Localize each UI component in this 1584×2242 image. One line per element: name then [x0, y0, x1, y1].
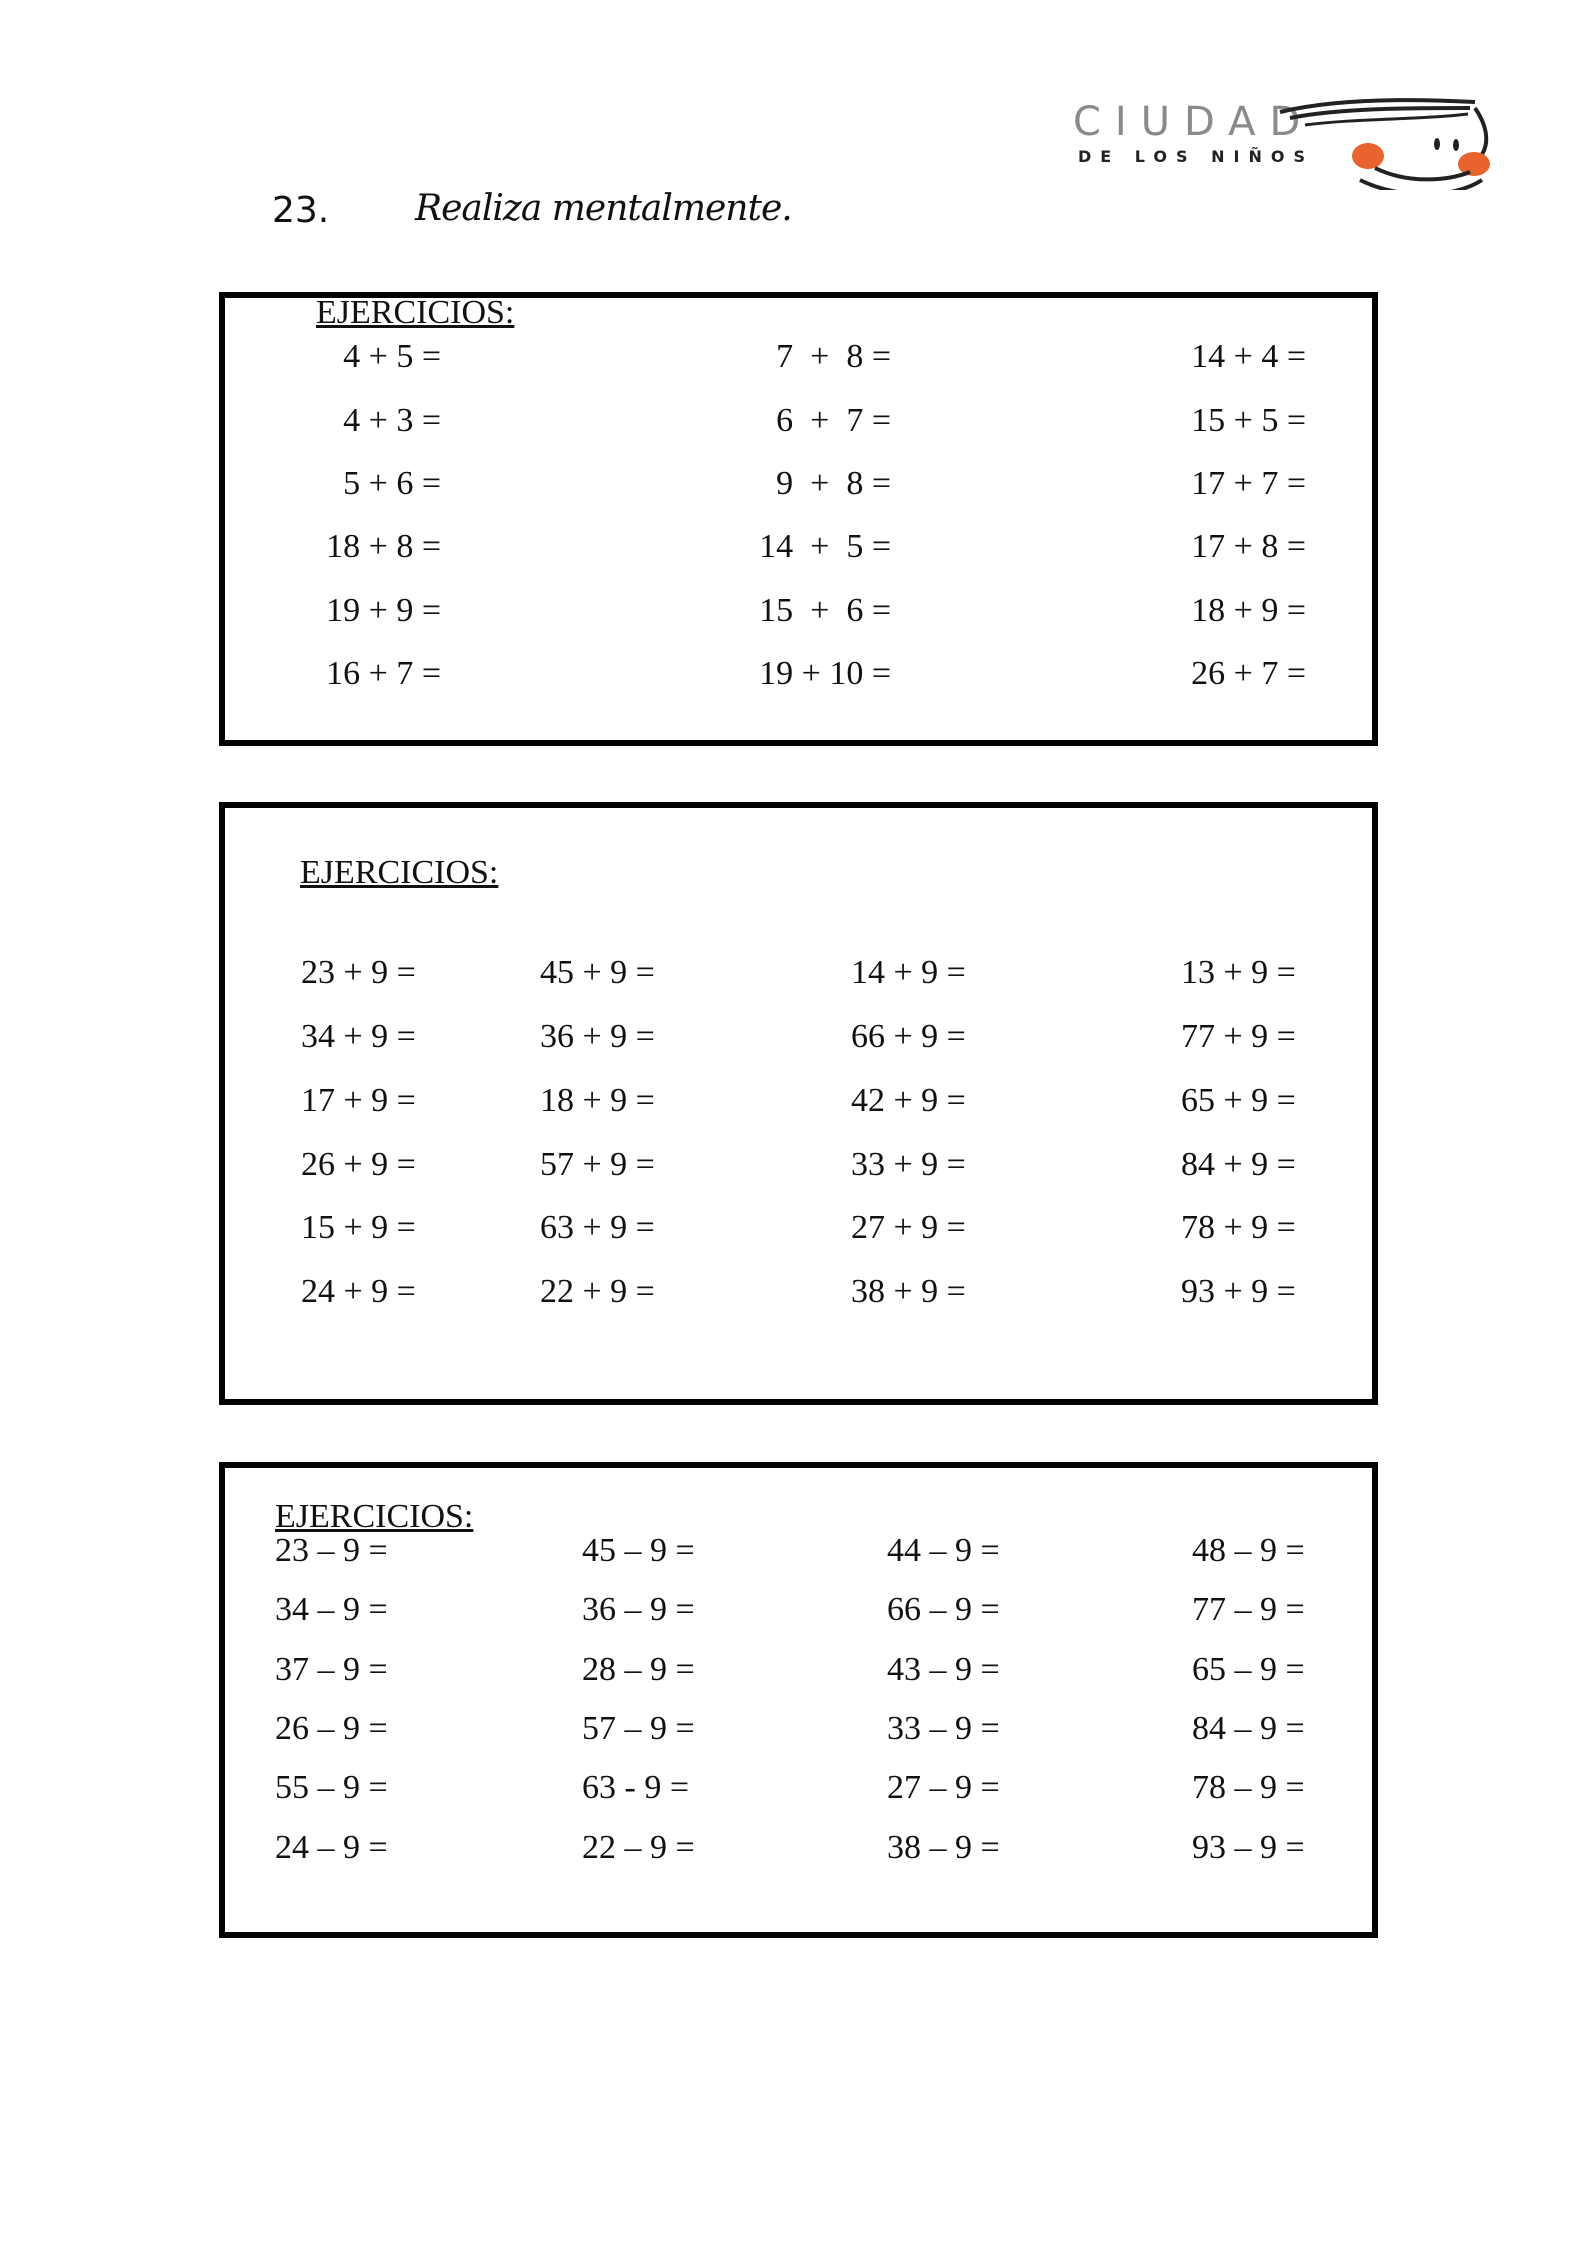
math-problem: 57 + 9 =	[540, 1146, 655, 1183]
math-problem: 63 - 9 =	[582, 1769, 689, 1806]
svg-text:CIUDAD: CIUDAD	[1073, 99, 1314, 145]
math-problem: 45 + 9 =	[540, 954, 655, 991]
math-problem: 23 + 9 =	[301, 954, 416, 991]
math-problem: 14 + 5 =	[759, 528, 891, 565]
math-problem: 66 – 9 =	[887, 1591, 1000, 1628]
math-problem: 65 + 9 =	[1181, 1082, 1296, 1119]
math-problem: 18 + 8 =	[326, 528, 441, 565]
math-problem: 57 – 9 =	[582, 1710, 695, 1747]
math-problem: 27 + 9 =	[851, 1209, 966, 1246]
exercise-title: Realiza mentalmente.	[415, 188, 793, 229]
math-problem: 65 – 9 =	[1192, 1651, 1305, 1688]
math-problem: 42 + 9 =	[851, 1082, 966, 1119]
math-problem: 28 – 9 =	[582, 1651, 695, 1688]
math-problem: 15 + 5 =	[1191, 402, 1306, 439]
math-problem: 14 + 9 =	[851, 954, 966, 991]
math-problem: 77 – 9 =	[1192, 1591, 1305, 1628]
math-problem: 63 + 9 =	[540, 1209, 655, 1246]
math-problem: 33 + 9 =	[851, 1146, 966, 1183]
exercise-number: 23.	[272, 190, 330, 231]
math-problem: 26 – 9 =	[275, 1710, 388, 1747]
math-problem: 37 – 9 =	[275, 1651, 388, 1688]
math-problem: 18 + 9 =	[1191, 592, 1306, 629]
math-problem: 78 + 9 =	[1181, 1209, 1296, 1246]
math-problem: 78 – 9 =	[1192, 1769, 1305, 1806]
math-problem: 6 + 7 =	[776, 402, 891, 439]
math-problem: 77 + 9 =	[1181, 1018, 1296, 1055]
math-problem: 34 – 9 =	[275, 1591, 388, 1628]
math-problem: 26 + 7 =	[1191, 655, 1306, 692]
math-problem: 48 – 9 =	[1192, 1532, 1305, 1569]
math-problem: 13 + 9 =	[1181, 954, 1296, 991]
math-problem: 22 + 9 =	[540, 1273, 655, 1310]
math-problem: 44 – 9 =	[887, 1532, 1000, 1569]
math-problem: 18 + 9 =	[540, 1082, 655, 1119]
exercise-box-subtract-nine: EJERCICIOS: 23 – 9 = 34 – 9 = 37 – 9 = 26 –…	[219, 1462, 1378, 1938]
math-problem: 93 – 9 =	[1192, 1829, 1305, 1866]
math-problem: 24 + 9 =	[301, 1273, 416, 1310]
math-problem: 5 + 6 =	[343, 465, 441, 502]
box-title: EJERCICIOS:	[275, 1498, 474, 1535]
logo: CIUDAD DE LOS NIÑOS	[1070, 80, 1490, 197]
ciudad-de-los-ninos-logo-icon: CIUDAD DE LOS NIÑOS	[1073, 98, 1490, 197]
math-problem: 19 + 9 =	[326, 592, 441, 629]
math-problem: 84 – 9 =	[1192, 1710, 1305, 1747]
math-problem: 24 – 9 =	[275, 1829, 388, 1866]
box-title: EJERCICIOS:	[316, 294, 515, 331]
math-problem: 19 + 10 =	[759, 655, 891, 692]
math-problem: 84 + 9 =	[1181, 1146, 1296, 1183]
math-problem: 26 + 9 =	[301, 1146, 416, 1183]
math-problem: 4 + 3 =	[343, 402, 441, 439]
math-problem: 17 + 8 =	[1191, 528, 1306, 565]
math-problem: 55 – 9 =	[275, 1769, 388, 1806]
math-problem: 34 + 9 =	[301, 1018, 416, 1055]
math-problem: 36 + 9 =	[540, 1018, 655, 1055]
math-problem: 38 – 9 =	[887, 1829, 1000, 1866]
exercise-box-add-nine: EJERCICIOS: 23 + 9 = 34 + 9 = 17 + 9 = 26 +…	[219, 802, 1378, 1405]
math-problem: 17 + 9 =	[301, 1082, 416, 1119]
math-problem: 36 – 9 =	[582, 1591, 695, 1628]
math-problem: 14 + 4 =	[1191, 338, 1306, 375]
math-problem: 17 + 7 =	[1191, 465, 1306, 502]
math-problem: 93 + 9 =	[1181, 1273, 1296, 1310]
math-problem: 27 – 9 =	[887, 1769, 1000, 1806]
math-problem: 7 + 8 =	[776, 338, 891, 375]
math-problem: 15 + 6 =	[759, 592, 891, 629]
math-problem: 4 + 5 =	[343, 338, 441, 375]
svg-text:DE LOS NIÑOS: DE LOS NIÑOS	[1078, 147, 1314, 166]
math-problem: 22 – 9 =	[582, 1829, 695, 1866]
math-problem: 38 + 9 =	[851, 1273, 966, 1310]
math-problem: 15 + 9 =	[301, 1209, 416, 1246]
math-problem: 16 + 7 =	[326, 655, 441, 692]
math-problem: 43 – 9 =	[887, 1651, 1000, 1688]
exercise-box-addition-basic: EJERCICIOS: 4 + 5 = 4 + 3 = 5 + 6 = 18 + 8 …	[219, 292, 1378, 746]
math-problem: 9 + 8 =	[776, 465, 891, 502]
math-problem: 23 – 9 =	[275, 1532, 388, 1569]
box-title: EJERCICIOS:	[300, 854, 499, 891]
math-problem: 66 + 9 =	[851, 1018, 966, 1055]
math-problem: 33 – 9 =	[887, 1710, 1000, 1747]
math-problem: 45 – 9 =	[582, 1532, 695, 1569]
